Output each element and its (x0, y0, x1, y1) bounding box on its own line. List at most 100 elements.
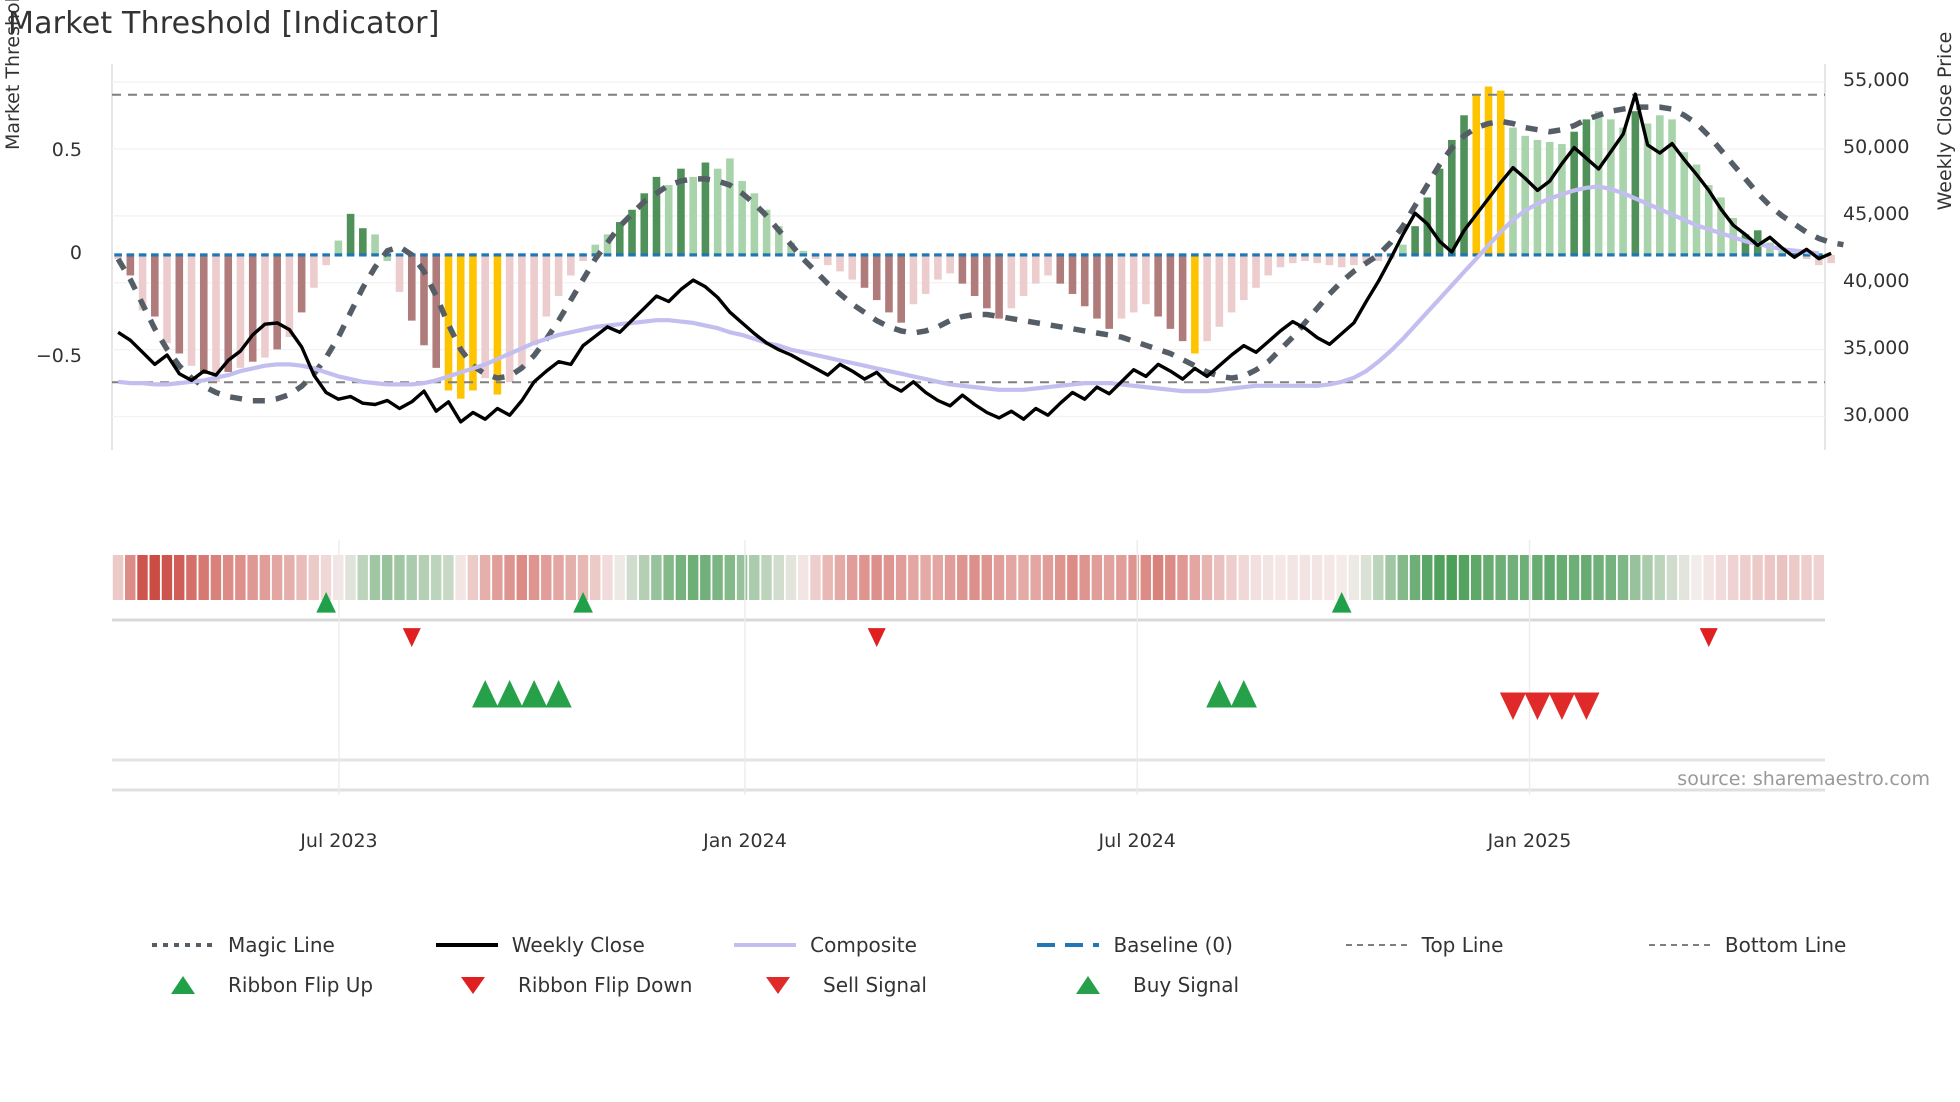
composite-bar (1496, 90, 1505, 255)
composite-bar (1191, 254, 1199, 354)
composite-bar (1521, 135, 1530, 255)
ribbon-cell (161, 555, 173, 600)
sell-signal-marker (1573, 692, 1600, 720)
composite-bar (1802, 254, 1811, 260)
composite-bar (1460, 115, 1468, 255)
composite-bar (114, 254, 122, 260)
ribbon-cell (712, 555, 723, 600)
composite-bar (860, 254, 869, 288)
composite-bar (444, 254, 453, 391)
composite-bar (1044, 254, 1052, 276)
ribbon-cell (137, 555, 148, 600)
ribbon-cell (516, 555, 528, 600)
ribbon-cell (1165, 555, 1176, 600)
legend-label: Ribbon Flip Down (518, 973, 693, 997)
ribbon-cell (1752, 555, 1763, 600)
composite-bar (285, 254, 294, 338)
ribbon-cell (1764, 555, 1776, 600)
legend-item[interactable]: Composite (732, 933, 1035, 957)
ribbon-cell (993, 555, 1005, 600)
ribbon-cell (381, 555, 393, 600)
composite-bar (456, 254, 465, 399)
ribbon-cell (1568, 555, 1580, 600)
composite-bar (1570, 131, 1578, 255)
ribbon-cell (1678, 555, 1690, 600)
composite-bar (371, 234, 379, 255)
composite-bar (823, 254, 832, 266)
ribbon-cell (1532, 555, 1543, 600)
ribbon-flip-down-marker (1699, 628, 1718, 647)
composite-bar (983, 254, 991, 309)
ribbon-cell (1214, 555, 1225, 600)
ribbon-cell (1740, 555, 1751, 600)
composite-bar (567, 254, 575, 276)
legend-item[interactable]: Baseline (0) (1035, 933, 1343, 957)
composite-bar (432, 254, 441, 368)
buy-signal-marker (521, 680, 548, 708)
y-axis-left-tick: −0.5 (35, 344, 82, 367)
composite-bar (897, 254, 905, 323)
legend-solid-line-icon (732, 935, 798, 955)
composite-bar (1411, 226, 1419, 255)
legend-item[interactable]: Bottom Line (1647, 933, 1960, 957)
ribbon-cell (1789, 555, 1800, 600)
composite-bar (1129, 254, 1138, 313)
ribbon-cell (565, 555, 576, 600)
legend-label: Magic Line (228, 933, 335, 957)
legend-item[interactable]: Ribbon Flip Up (150, 973, 440, 997)
legend-item[interactable]: Buy Signal (1055, 973, 1370, 997)
legend-item[interactable]: Ribbon Flip Down (440, 973, 745, 997)
buy-signal-marker (1230, 680, 1257, 708)
ribbon-cell (1079, 555, 1090, 600)
legend-item[interactable]: Weekly Close (434, 933, 732, 957)
composite-bar (1215, 254, 1224, 327)
ribbon-cell (112, 555, 124, 600)
chart-canvas (111, 64, 1844, 795)
ribbon-cell (1801, 555, 1812, 600)
legend-item[interactable]: Top Line (1344, 933, 1647, 957)
composite-bar (1056, 254, 1065, 284)
composite-bar (775, 226, 783, 255)
ribbon-cell (1434, 555, 1445, 600)
composite-bar (1325, 254, 1334, 266)
composite-bar (934, 254, 942, 280)
ribbon-cell (479, 555, 491, 600)
ribbon-cell (247, 555, 258, 600)
ribbon-cell (1642, 555, 1653, 600)
ribbon-cell (822, 555, 833, 600)
ribbon-cell (651, 555, 662, 600)
ribbon-flip-down-marker (402, 628, 421, 647)
composite-bar (163, 254, 171, 344)
legend-label: Bottom Line (1724, 933, 1847, 957)
composite-bar (1117, 254, 1126, 319)
composite-line (117, 184, 1820, 394)
legend-dotted-line-icon (150, 935, 216, 955)
composite-bar (958, 254, 967, 284)
ribbon-cell (492, 555, 503, 600)
legend-row-lines: Magic Line Weekly Close Composite Baseline … (0, 925, 1960, 965)
composite-bar (481, 254, 489, 379)
legend-item[interactable]: Magic Line (150, 933, 434, 957)
ribbon-cell (125, 555, 136, 600)
composite-bar (750, 193, 759, 255)
ribbon-cell (1091, 555, 1103, 600)
composite-bar (273, 254, 281, 350)
composite-bar (542, 254, 551, 317)
composite-bar (1766, 242, 1774, 255)
composite-bar (1827, 254, 1835, 264)
ribbon-cell (675, 555, 687, 600)
composite-bar (1068, 254, 1077, 294)
page-title: Market Threshold [Indicator] (8, 6, 440, 41)
sell-signal-marker (1499, 692, 1527, 720)
composite-bar (1080, 254, 1089, 307)
composite-bar (1288, 254, 1297, 264)
buy-signal-marker (496, 680, 523, 708)
composite-bar (1007, 254, 1016, 309)
legend-dashed-line-icon (1035, 935, 1101, 955)
composite-bar (1337, 254, 1346, 268)
legend-item[interactable]: Sell Signal (745, 973, 1055, 997)
composite-bar (1558, 144, 1566, 255)
composite-bar (1692, 164, 1701, 255)
composite-bar (1276, 254, 1285, 268)
composite-bar (1741, 234, 1750, 255)
